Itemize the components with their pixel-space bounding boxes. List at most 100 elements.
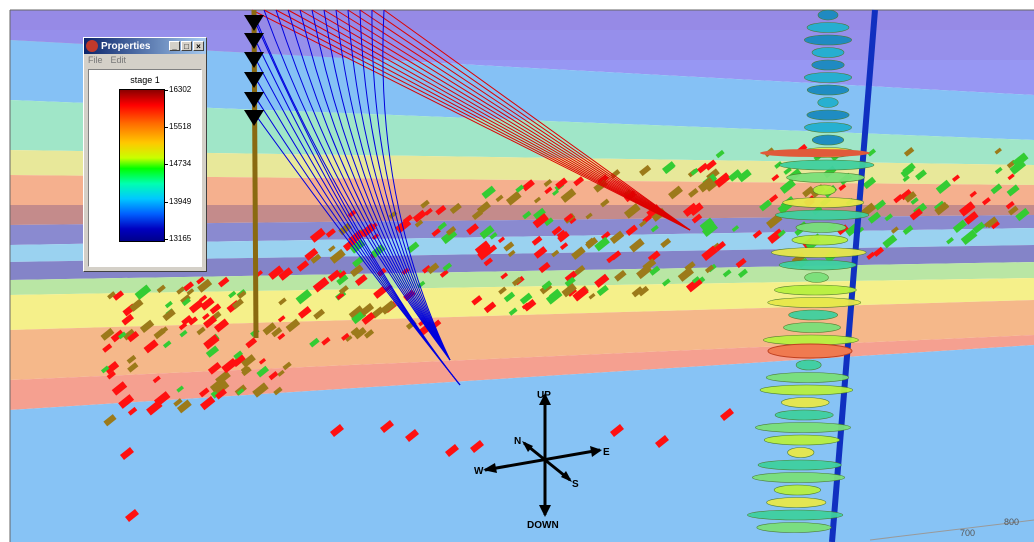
frac-disc — [782, 197, 865, 208]
event-marker — [701, 245, 718, 262]
maximize-icon[interactable]: □ — [181, 41, 192, 51]
event-marker — [503, 241, 515, 252]
event-marker — [442, 262, 453, 272]
frac-disc — [788, 309, 838, 321]
event-marker — [273, 386, 283, 396]
event-marker — [585, 237, 595, 246]
event-marker — [688, 187, 699, 198]
event-marker — [309, 227, 326, 243]
event-marker — [437, 221, 448, 231]
frac-disc — [806, 109, 850, 121]
event-marker — [371, 306, 385, 319]
event-marker — [552, 189, 560, 196]
event-marker — [563, 213, 574, 223]
event-marker — [697, 177, 715, 193]
event-marker — [737, 169, 751, 182]
event-marker — [574, 265, 586, 276]
event-marker — [102, 343, 113, 353]
ray-red — [311, 9, 691, 231]
event-marker — [610, 250, 622, 261]
minimize-icon[interactable]: _ — [169, 41, 180, 51]
menu-edit[interactable]: Edit — [110, 55, 127, 65]
event-marker — [495, 194, 504, 203]
event-marker — [360, 302, 375, 316]
event-marker — [737, 268, 748, 278]
event-marker — [802, 186, 815, 198]
legend-value-15518: 15518 — [169, 122, 192, 131]
event-marker — [110, 329, 125, 343]
event-marker — [699, 217, 715, 231]
event-marker — [890, 226, 899, 234]
axis-grid: 700 800 — [869, 517, 1034, 541]
event-marker — [909, 208, 923, 221]
event-marker — [310, 253, 322, 264]
event-marker — [349, 264, 364, 278]
event-marker — [321, 336, 331, 346]
receiver-icon — [244, 33, 264, 49]
event-marker — [196, 326, 206, 336]
event-marker — [873, 246, 885, 257]
treatment-well — [829, 9, 878, 542]
event-marker — [330, 424, 344, 437]
frac-disc — [747, 509, 844, 521]
arrow-north-icon — [522, 441, 533, 452]
event-marker — [103, 414, 117, 427]
event-marker — [642, 258, 657, 272]
event-marker — [767, 228, 784, 244]
event-marker — [188, 316, 198, 326]
event-marker — [610, 424, 624, 437]
menu-file[interactable]: File — [88, 55, 103, 65]
event-marker — [503, 291, 516, 303]
event-marker — [312, 277, 330, 293]
event-marker — [985, 216, 998, 229]
event-marker — [252, 382, 269, 398]
event-marker — [533, 196, 542, 204]
ray-red — [299, 9, 691, 231]
event-marker — [904, 191, 917, 203]
frac-disc — [781, 397, 830, 408]
event-marker — [445, 226, 457, 236]
arrow-east-icon — [590, 446, 602, 457]
event-marker — [685, 276, 703, 293]
event-marker — [902, 175, 910, 182]
legend-tick — [164, 127, 168, 128]
event-marker — [127, 331, 140, 343]
frac-disc — [771, 247, 867, 258]
event-marker — [207, 362, 222, 375]
event-marker — [143, 339, 159, 354]
event-marker — [557, 230, 570, 243]
event-marker — [625, 224, 638, 236]
event-marker — [691, 276, 700, 284]
event-marker — [981, 197, 991, 206]
event-marker — [1015, 207, 1030, 222]
ray-blue — [287, 9, 451, 361]
event-marker — [952, 219, 968, 233]
event-marker — [162, 308, 176, 322]
event-marker — [1005, 201, 1015, 210]
event-marker — [564, 276, 576, 288]
event-marker — [156, 284, 166, 294]
properties-titlebar[interactable]: Properties _ □ × — [84, 38, 206, 54]
legend-tick — [164, 90, 168, 91]
event-marker — [538, 261, 551, 274]
event-marker — [963, 211, 979, 225]
event-marker — [969, 190, 977, 198]
event-marker — [759, 199, 772, 212]
frac-disc — [787, 447, 815, 458]
properties-window[interactable]: Properties _ □ × File Edit stage 1 16302… — [83, 37, 207, 272]
ray-red — [251, 9, 691, 231]
event-marker — [572, 286, 589, 302]
event-marker — [486, 244, 498, 255]
event-marker — [186, 288, 195, 296]
ray-blue — [382, 9, 451, 361]
event-marker — [522, 210, 532, 220]
event-marker — [701, 222, 718, 238]
event-marker — [483, 257, 493, 267]
close-icon[interactable]: × — [193, 41, 204, 51]
event-marker — [129, 298, 144, 312]
event-marker — [935, 179, 952, 194]
event-marker — [205, 345, 220, 358]
event-marker — [609, 230, 625, 245]
